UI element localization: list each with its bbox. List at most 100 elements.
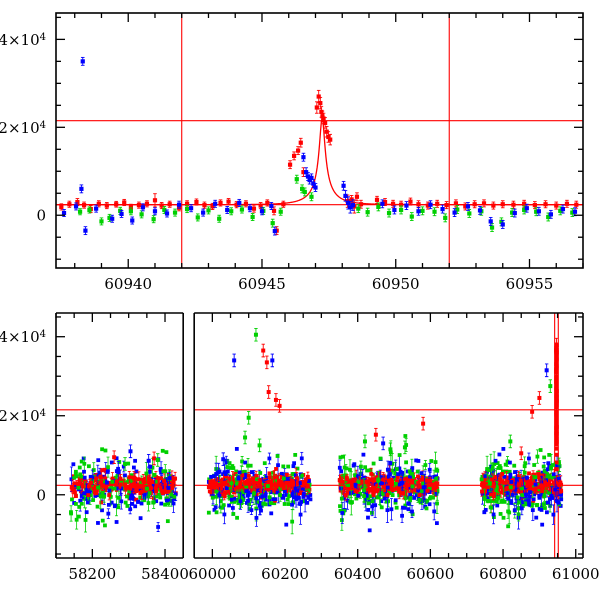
data-point	[342, 508, 347, 513]
data-point	[503, 462, 508, 467]
data-point	[292, 495, 296, 500]
data-point	[305, 500, 310, 505]
data-point	[107, 491, 112, 496]
data-point	[236, 501, 241, 506]
data-point	[223, 472, 228, 476]
data-point	[100, 490, 105, 495]
data-point	[293, 453, 298, 457]
data-point	[381, 477, 386, 482]
data-point	[134, 469, 139, 474]
data-point	[291, 464, 296, 469]
data-point	[506, 524, 511, 529]
data-point	[227, 461, 232, 465]
data-point	[236, 476, 241, 481]
data-point	[406, 501, 411, 506]
data-point	[417, 486, 422, 490]
data-point	[248, 478, 253, 482]
series-red	[59, 89, 579, 236]
data-point	[130, 479, 135, 483]
data-point	[132, 481, 136, 486]
data-point	[71, 462, 76, 467]
data-point	[293, 473, 298, 478]
data-point	[106, 502, 111, 507]
data-point	[346, 483, 350, 488]
data-point	[234, 447, 239, 451]
ytick-label: 2×104	[0, 119, 46, 137]
data-point	[419, 471, 424, 476]
data-point	[146, 501, 151, 505]
data-point	[103, 448, 108, 453]
data-point	[444, 203, 449, 208]
data-point	[280, 471, 284, 476]
data-point	[226, 489, 231, 494]
data-point	[520, 490, 525, 495]
xtick-label: 60945	[238, 275, 286, 290]
data-point	[526, 487, 531, 492]
data-point	[248, 483, 252, 488]
data-point	[377, 470, 382, 475]
data-point	[294, 482, 299, 487]
data-point	[521, 482, 525, 487]
data-point	[252, 491, 256, 496]
data-point	[167, 202, 172, 207]
data-point	[480, 480, 485, 485]
data-point	[453, 201, 459, 206]
data-point	[353, 492, 357, 497]
data-point	[299, 490, 304, 495]
data-point	[74, 517, 79, 522]
data-point	[300, 186, 305, 191]
data-point	[425, 203, 430, 208]
data-point	[237, 495, 242, 500]
data-point	[107, 488, 112, 493]
data-point	[114, 520, 119, 524]
data-point	[110, 479, 115, 484]
data-point	[353, 482, 358, 487]
data-point	[131, 484, 136, 488]
data-point	[417, 493, 422, 497]
data-point	[150, 483, 155, 488]
data-point	[105, 482, 110, 487]
data-point	[211, 485, 215, 490]
data-point	[374, 478, 378, 483]
data-point	[184, 206, 190, 212]
data-point	[401, 491, 406, 496]
data-point	[500, 202, 505, 207]
data-point	[488, 474, 493, 479]
data-point	[76, 485, 81, 490]
data-point	[552, 482, 557, 487]
data-point	[259, 209, 265, 214]
data-point	[282, 489, 287, 494]
data-point	[288, 483, 293, 488]
data-point	[77, 209, 83, 214]
data-point	[81, 456, 86, 461]
data-point	[267, 475, 272, 480]
data-point	[273, 497, 278, 502]
data-point	[371, 461, 376, 466]
data-point	[172, 494, 177, 499]
data-point	[141, 477, 146, 482]
data-point	[419, 478, 424, 482]
data-point	[440, 206, 445, 212]
data-point	[113, 503, 117, 508]
data-point	[71, 484, 75, 489]
data-point	[434, 467, 439, 472]
data-point	[257, 503, 262, 508]
data-point	[379, 499, 384, 504]
data-point	[154, 499, 159, 504]
data-point	[512, 508, 517, 513]
data-point	[560, 206, 566, 212]
data-point	[339, 486, 343, 491]
data-point	[109, 460, 114, 465]
data-point	[489, 225, 495, 230]
data-point	[452, 210, 457, 215]
data-point	[170, 475, 175, 480]
data-point	[118, 478, 123, 483]
data-point	[421, 477, 426, 482]
data-point	[107, 493, 112, 497]
data-point	[231, 512, 236, 516]
data-point	[376, 204, 381, 209]
data-point	[397, 453, 402, 457]
data-point	[267, 485, 272, 490]
data-point	[252, 477, 257, 482]
data-point	[385, 492, 390, 497]
